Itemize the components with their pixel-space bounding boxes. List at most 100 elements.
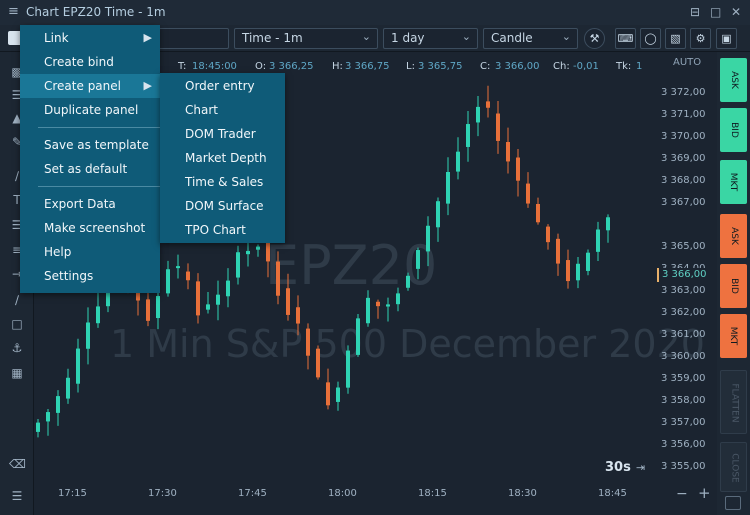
sell-ask-button[interactable]: ASK: [720, 214, 747, 258]
candle-body: [276, 261, 280, 296]
flatten-button[interactable]: FLATTEN: [720, 370, 747, 434]
candle-body: [336, 387, 340, 402]
channel-tool-icon[interactable]: ☰: [11, 218, 23, 232]
menu-item-settings[interactable]: Settings: [20, 264, 160, 288]
close-position-button[interactable]: CLOSE: [720, 442, 747, 492]
candle-body: [86, 322, 90, 349]
context-menu: Link ▶ Create bind Create panel ▶ Duplic…: [20, 25, 172, 293]
zoom-out-icon[interactable]: −: [676, 486, 688, 502]
buy-bid-button[interactable]: BID: [720, 108, 747, 152]
menu-item-set-default[interactable]: Set as default: [20, 157, 160, 181]
text-tool-icon[interactable]: T: [13, 193, 21, 207]
line-tool-icon[interactable]: ∕: [14, 169, 20, 183]
ticks-value: 1: [636, 61, 643, 72]
buy-ask-button[interactable]: ASK: [720, 58, 747, 102]
menu-item-duplicate-panel[interactable]: Duplicate panel: [20, 98, 160, 122]
submenu-item-chart[interactable]: Chart: [160, 98, 285, 122]
candle-body: [56, 396, 60, 413]
watermark-description: 1 Min S&P 500 December 2020: [110, 322, 705, 366]
menu-item-create-panel[interactable]: Create panel ▶: [20, 74, 160, 98]
auto-scale-label[interactable]: AUTO: [673, 57, 702, 68]
submenu-item-dom-trader[interactable]: DOM Trader: [160, 122, 285, 146]
menu-item-export-data[interactable]: Export Data: [20, 192, 160, 216]
high-label: H:: [332, 61, 343, 72]
style-value: Candle: [491, 31, 533, 45]
menu-item-help[interactable]: Help: [20, 240, 160, 264]
rectangle-tool-icon[interactable]: □: [11, 317, 23, 331]
ticks-label: Tk:: [616, 61, 632, 72]
maximize-icon[interactable]: □: [710, 5, 722, 19]
chevron-down-icon: ⌄: [361, 30, 371, 43]
submenu-item-label: DOM Trader: [185, 127, 256, 141]
menu-item-create-bind[interactable]: Create bind: [20, 50, 160, 74]
hamburger-menu-icon[interactable]: ≡: [8, 4, 19, 19]
scroll-to-end-icon[interactable]: ⇥: [636, 461, 646, 474]
candle-body: [396, 293, 400, 305]
time-tick-label: 18:30: [508, 488, 537, 499]
measure-tool-icon[interactable]: ⚓: [11, 341, 23, 355]
period-value: 1 day: [391, 31, 425, 45]
candle-body: [416, 250, 420, 269]
candle-body: [106, 282, 110, 307]
period-select[interactable]: 1 day ⌄: [383, 28, 478, 49]
buy-market-button[interactable]: MKT: [720, 160, 747, 204]
menu-item-screenshot[interactable]: Make screenshot: [20, 216, 160, 240]
sell-bid-button[interactable]: BID: [720, 264, 747, 308]
trend-tool-icon[interactable]: ∕: [14, 293, 20, 307]
close-value: 3 366,00: [495, 61, 540, 72]
close-icon[interactable]: ✕: [731, 5, 742, 19]
menu-item-label: Create panel: [44, 79, 121, 93]
submenu-item-time-sales[interactable]: Time & Sales: [160, 170, 285, 194]
candle-body: [406, 275, 410, 288]
indicator-icon[interactable]: ⚒: [584, 28, 605, 49]
fib-tool-icon[interactable]: ≡: [11, 243, 23, 257]
zoom-level: 30s: [605, 460, 631, 475]
submenu-item-order-entry[interactable]: Order entry: [160, 74, 285, 98]
layers-icon[interactable]: ☰: [11, 88, 23, 102]
ruler-tool-icon[interactable]: ▦: [11, 366, 23, 380]
minimize-icon[interactable]: ⊟: [690, 5, 701, 19]
candlestick-plot: [36, 85, 610, 438]
submenu-item-tpo-chart[interactable]: TPO Chart: [160, 218, 285, 242]
collapse-panel-icon[interactable]: [725, 496, 741, 510]
style-select[interactable]: Candle ⌄: [483, 28, 578, 49]
menu-item-link[interactable]: Link ▶: [20, 26, 160, 50]
chart-type-select[interactable]: Time - 1m ⌄: [234, 28, 378, 49]
mouse-icon[interactable]: ◯: [640, 28, 661, 49]
bell-icon[interactable]: ▲: [12, 111, 22, 125]
price-axis[interactable]: AUTO 3 372,00 3 371,00 3 370,00 3 369,00 3 3…: [657, 52, 717, 515]
submenu-item-market-depth[interactable]: Market Depth: [160, 146, 285, 170]
candle-body: [456, 151, 460, 172]
list-icon[interactable]: ☰: [11, 489, 23, 503]
menu-item-label: Create bind: [44, 55, 114, 69]
title-bar: ≡ Chart EPZ20 Time - 1m ⊟ □ ✕: [0, 0, 750, 25]
time-tick-label: 18:15: [418, 488, 447, 499]
menu-item-label: Make screenshot: [44, 221, 146, 235]
menu-item-save-template[interactable]: Save as template: [20, 133, 160, 157]
panel-menu-icon[interactable]: [8, 31, 22, 45]
candle-body: [246, 250, 250, 255]
candle-body: [316, 348, 320, 378]
time-axis[interactable]: 17:15 17:30 17:45 18:00 18:15 18:30 18:45: [34, 484, 674, 504]
scale-icon[interactable]: ▧: [665, 28, 686, 49]
price-tick-label: 3 372,00: [661, 87, 706, 98]
chart-area[interactable]: EPZ20 1 Min S&P 500 December 2020: [0, 52, 720, 515]
sell-market-button[interactable]: MKT: [720, 314, 747, 358]
trash-icon[interactable]: ⌫: [9, 457, 26, 471]
layout-icon[interactable]: ▣: [716, 28, 737, 49]
symbol-select[interactable]: [152, 28, 229, 49]
candle-body: [356, 318, 360, 355]
eraser-icon[interactable]: ✎: [11, 135, 23, 149]
candle-body: [476, 106, 480, 123]
ray-tool-icon[interactable]: →: [11, 267, 23, 281]
submenu-item-dom-surface[interactable]: DOM Surface: [160, 194, 285, 218]
keyboard-icon[interactable]: ⌨: [615, 28, 636, 49]
bars-icon[interactable]: ▩: [11, 65, 23, 79]
settings-icon[interactable]: ⚙: [690, 28, 711, 49]
low-value: 3 365,75: [418, 61, 463, 72]
chart-type-value: Time - 1m: [242, 31, 303, 45]
change-value: -0,01: [573, 61, 599, 72]
submenu-item-label: Time & Sales: [185, 175, 264, 189]
candle-body: [226, 280, 230, 297]
zoom-in-icon[interactable]: +: [698, 484, 711, 502]
